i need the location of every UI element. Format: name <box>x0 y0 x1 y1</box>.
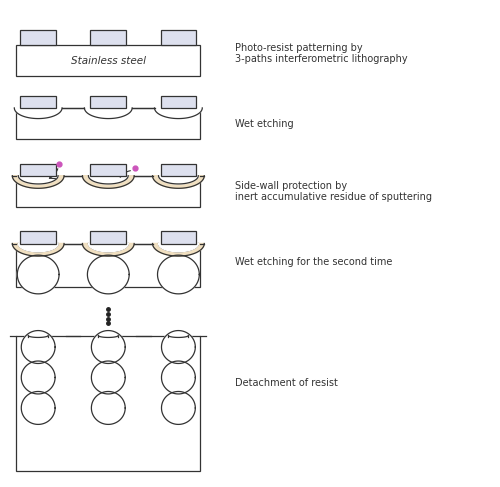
Polygon shape <box>18 244 58 252</box>
Bar <box>90 31 126 45</box>
Bar <box>16 108 200 139</box>
Polygon shape <box>18 255 59 294</box>
Bar <box>20 164 56 176</box>
Bar <box>90 164 126 176</box>
Polygon shape <box>92 331 125 363</box>
Polygon shape <box>22 331 55 363</box>
Polygon shape <box>158 255 200 294</box>
Polygon shape <box>82 244 134 256</box>
Polygon shape <box>154 108 202 118</box>
Bar <box>16 45 200 76</box>
Text: Photo-resist patterning by
3-paths interferometric lithography: Photo-resist patterning by 3-paths inter… <box>235 43 408 64</box>
Polygon shape <box>162 361 196 394</box>
Bar <box>16 336 200 471</box>
Bar <box>20 231 56 244</box>
Text: Wet etching: Wet etching <box>235 119 294 129</box>
Polygon shape <box>14 108 62 118</box>
Bar <box>160 96 196 108</box>
Polygon shape <box>12 176 64 188</box>
Bar <box>16 244 200 287</box>
Polygon shape <box>82 176 134 188</box>
Bar <box>16 176 200 207</box>
Polygon shape <box>152 244 204 256</box>
Text: Side-wall protection by
inert accumulative residue of sputtering: Side-wall protection by inert accumulati… <box>235 181 432 202</box>
Polygon shape <box>88 244 128 252</box>
Bar <box>20 96 56 108</box>
Polygon shape <box>22 392 55 424</box>
Polygon shape <box>152 176 204 188</box>
Polygon shape <box>162 331 196 363</box>
Polygon shape <box>158 176 198 184</box>
Polygon shape <box>84 108 132 118</box>
Bar <box>160 231 196 244</box>
Bar <box>20 31 56 45</box>
Polygon shape <box>88 176 128 184</box>
Polygon shape <box>162 392 196 424</box>
Polygon shape <box>12 244 64 256</box>
Text: Detachment of resist: Detachment of resist <box>235 378 338 388</box>
Bar <box>90 231 126 244</box>
Polygon shape <box>92 392 125 424</box>
Bar <box>90 96 126 108</box>
Bar <box>160 164 196 176</box>
Polygon shape <box>92 361 125 394</box>
Bar <box>160 31 196 45</box>
Text: Wet etching for the second time: Wet etching for the second time <box>235 257 392 267</box>
Polygon shape <box>22 361 55 394</box>
Polygon shape <box>88 255 129 294</box>
Polygon shape <box>158 244 198 252</box>
Polygon shape <box>18 176 58 184</box>
Text: Stainless steel: Stainless steel <box>71 56 146 66</box>
